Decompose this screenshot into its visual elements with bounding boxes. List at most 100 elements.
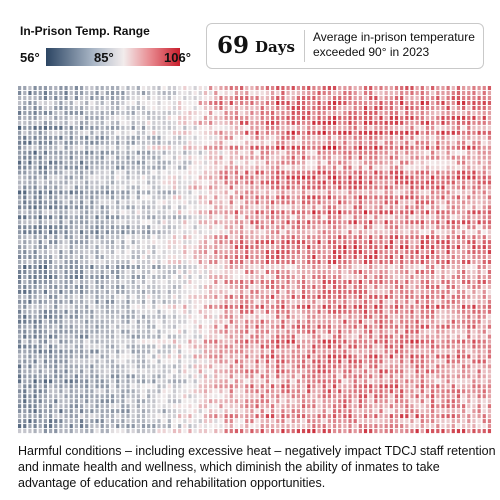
heatmap-cell [353,289,357,294]
heatmap-cell [270,190,275,195]
heatmap-cell [116,354,120,359]
heatmap-cell [85,225,89,230]
heatmap-cell [234,284,239,289]
heatmap-cell [281,230,285,235]
heatmap-cell [95,349,99,354]
heatmap-cell [157,155,161,160]
heatmap-cell [38,329,42,334]
heatmap-cell [178,165,182,170]
heatmap-cell [420,220,424,225]
heatmap-cell [482,115,486,120]
heatmap-cell [178,180,182,185]
heatmap-cell [178,195,182,200]
heatmap-cell [286,120,290,125]
heatmap-cell [188,324,192,329]
heatmap-cell [451,324,455,329]
heatmap-cell [219,195,223,200]
heatmap-cell [431,235,435,240]
heatmap-cell [363,279,368,284]
heatmap-cell [338,160,342,165]
heatmap-cell [363,135,368,140]
heatmap-cell [28,269,32,275]
heatmap-cell [105,115,109,120]
heatmap-cell [193,215,197,220]
heatmap-cell [265,264,270,270]
heatmap-cell [43,105,48,110]
heatmap-cell [121,95,125,101]
heatmap-cell [183,210,187,215]
heatmap-cell [193,90,197,96]
heatmap-cell [394,190,399,195]
heatmap-cell [482,250,486,255]
heatmap-cell [410,86,414,91]
heatmap-cell [203,125,208,130]
heatmap-cell [451,264,455,270]
heatmap-cell [260,339,264,344]
heatmap-cell [451,230,455,235]
heatmap-cell [312,195,316,200]
heatmap-cell [178,205,182,210]
heatmap-cell [95,210,99,215]
heatmap-cell [198,304,202,309]
heatmap-cell [332,324,337,329]
heatmap-cell [281,255,285,260]
heatmap-cell [136,319,140,324]
heatmap-cell [358,235,362,240]
heatmap-cell [384,260,388,265]
heatmap-cell [446,220,450,225]
heatmap-cell [265,349,270,354]
heatmap-cell [209,314,213,319]
heatmap-cell [64,225,68,230]
heatmap-cell [322,145,326,150]
heatmap-cell [90,160,94,165]
heatmap-cell [162,200,166,205]
heatmap-cell [420,284,424,289]
heatmap-cell [219,314,223,319]
heatmap-cell [219,250,223,255]
heatmap-cell [198,269,202,275]
heatmap-cell [462,294,466,299]
heatmap-cell [353,235,357,240]
heatmap-cell [291,185,295,190]
heatmap-cell [224,190,228,195]
heatmap-cell [255,344,259,349]
heatmap-cell [405,195,409,200]
heatmap-cell [38,264,42,270]
heatmap-cell [482,180,486,185]
heatmap-cell [18,110,22,115]
heatmap-cell [43,289,48,294]
heatmap-cell [389,294,393,299]
heatmap-cell [348,205,352,210]
heatmap-cell [178,274,182,279]
heatmap-cell [389,185,393,190]
heatmap-cell [431,135,435,140]
heatmap-cell [245,334,249,339]
heatmap-cell [307,264,311,270]
heatmap-cell [141,269,146,275]
heatmap-cell [54,279,58,284]
heatmap-cell [348,145,352,150]
heatmap-cell [59,349,63,354]
heatmap-cell [415,220,419,225]
heatmap-cell [384,160,388,165]
heatmap-cell [477,210,481,215]
heatmap-cell [23,235,27,240]
heatmap-cell [18,135,22,140]
heatmap-cell [389,135,393,140]
heatmap-cell [353,210,357,215]
heatmap-cell [296,195,300,200]
heatmap-cell [456,200,461,205]
heatmap-cell [43,309,48,314]
heatmap-cell [291,329,295,334]
heatmap-cell [100,190,104,195]
heatmap-cell [48,90,53,96]
heatmap-cell [152,339,156,344]
heatmap-cell [462,299,466,304]
heatmap-cell [312,299,316,304]
heatmap-cell [343,274,347,279]
heatmap-cell [126,130,130,135]
heatmap-cell [43,90,48,96]
heatmap-cell [100,150,104,155]
heatmap-cell [441,344,445,349]
heatmap-cell [131,170,135,175]
